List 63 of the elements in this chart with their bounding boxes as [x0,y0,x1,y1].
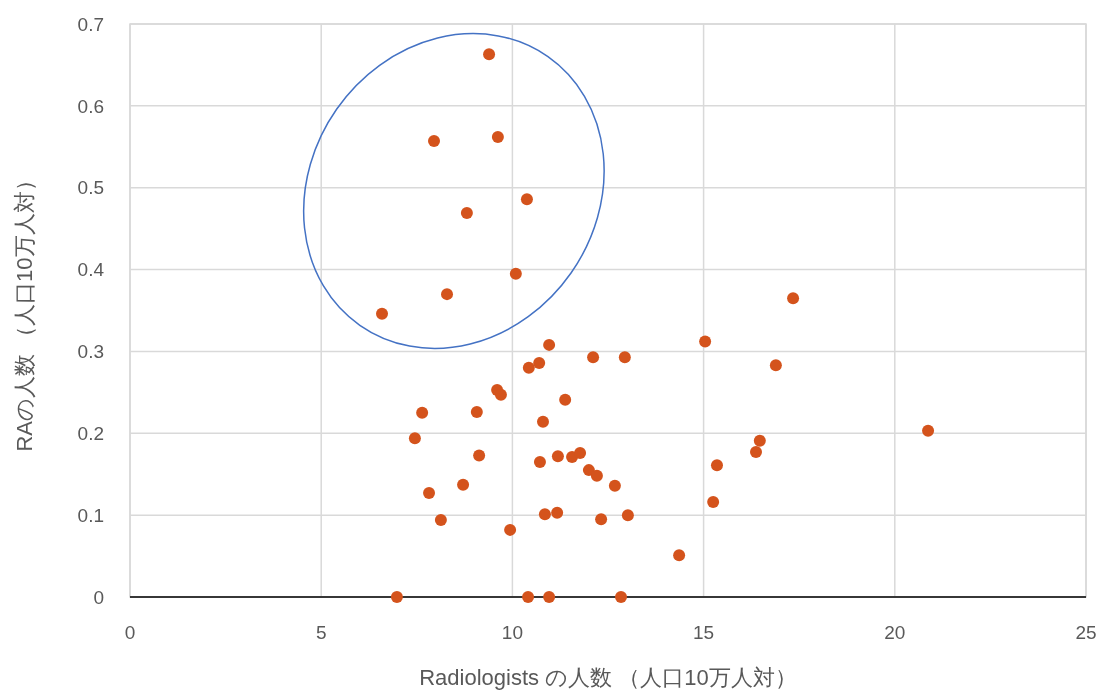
x-tick-label: 25 [1075,622,1097,643]
point [710,459,723,472]
point [699,335,712,348]
point [423,487,436,500]
y-tick-label: 0.4 [77,259,105,281]
point [390,591,403,603]
x-tick-label: 5 [315,622,327,643]
y-tick-label: 0 [93,586,104,608]
y-tick-label: 0.7 [77,13,104,35]
point [769,359,782,372]
point [922,424,935,437]
point [520,193,533,206]
point [533,356,546,369]
x-tick-label: 15 [693,622,715,643]
point [538,508,551,521]
point [559,393,572,406]
point [615,591,627,603]
point [457,478,470,491]
point [618,351,631,364]
y-tick-label: 0.2 [77,422,104,444]
point [551,450,564,463]
point [428,135,441,148]
y-tick-label: 0.1 [77,504,104,526]
point [551,506,564,519]
point [408,432,421,445]
point [441,288,454,301]
x-tick-label: 20 [884,622,906,643]
point [608,479,621,492]
point [595,513,608,526]
point [673,549,686,562]
y-tick-label: 0.3 [77,341,104,363]
x-tick-label: 10 [501,622,523,643]
point [543,591,556,603]
point [787,292,800,305]
point [522,361,535,374]
point [494,388,507,401]
point [590,469,603,482]
point [434,514,447,527]
point [749,446,762,459]
point [376,307,388,320]
x-tick-label: 0 [124,622,136,643]
point [509,267,522,280]
point [536,415,549,428]
point [504,523,517,536]
point [574,446,587,459]
point [753,434,766,447]
point [522,591,535,603]
point [491,130,504,143]
point [473,449,486,462]
x-axis-title: Radiologists の人数 （人口10万人対） [419,665,797,690]
point [533,455,546,468]
y-tick-label: 0.6 [77,95,104,117]
point [460,207,473,220]
point [543,338,556,351]
point [582,464,595,477]
point [707,496,720,509]
point [470,406,483,418]
point [483,48,496,61]
y-tick-label: 0.5 [77,177,104,199]
y-axis-title: RAの人数 （人口10万人対） [12,169,37,452]
point [621,509,634,522]
point [587,351,600,364]
point [416,406,429,419]
